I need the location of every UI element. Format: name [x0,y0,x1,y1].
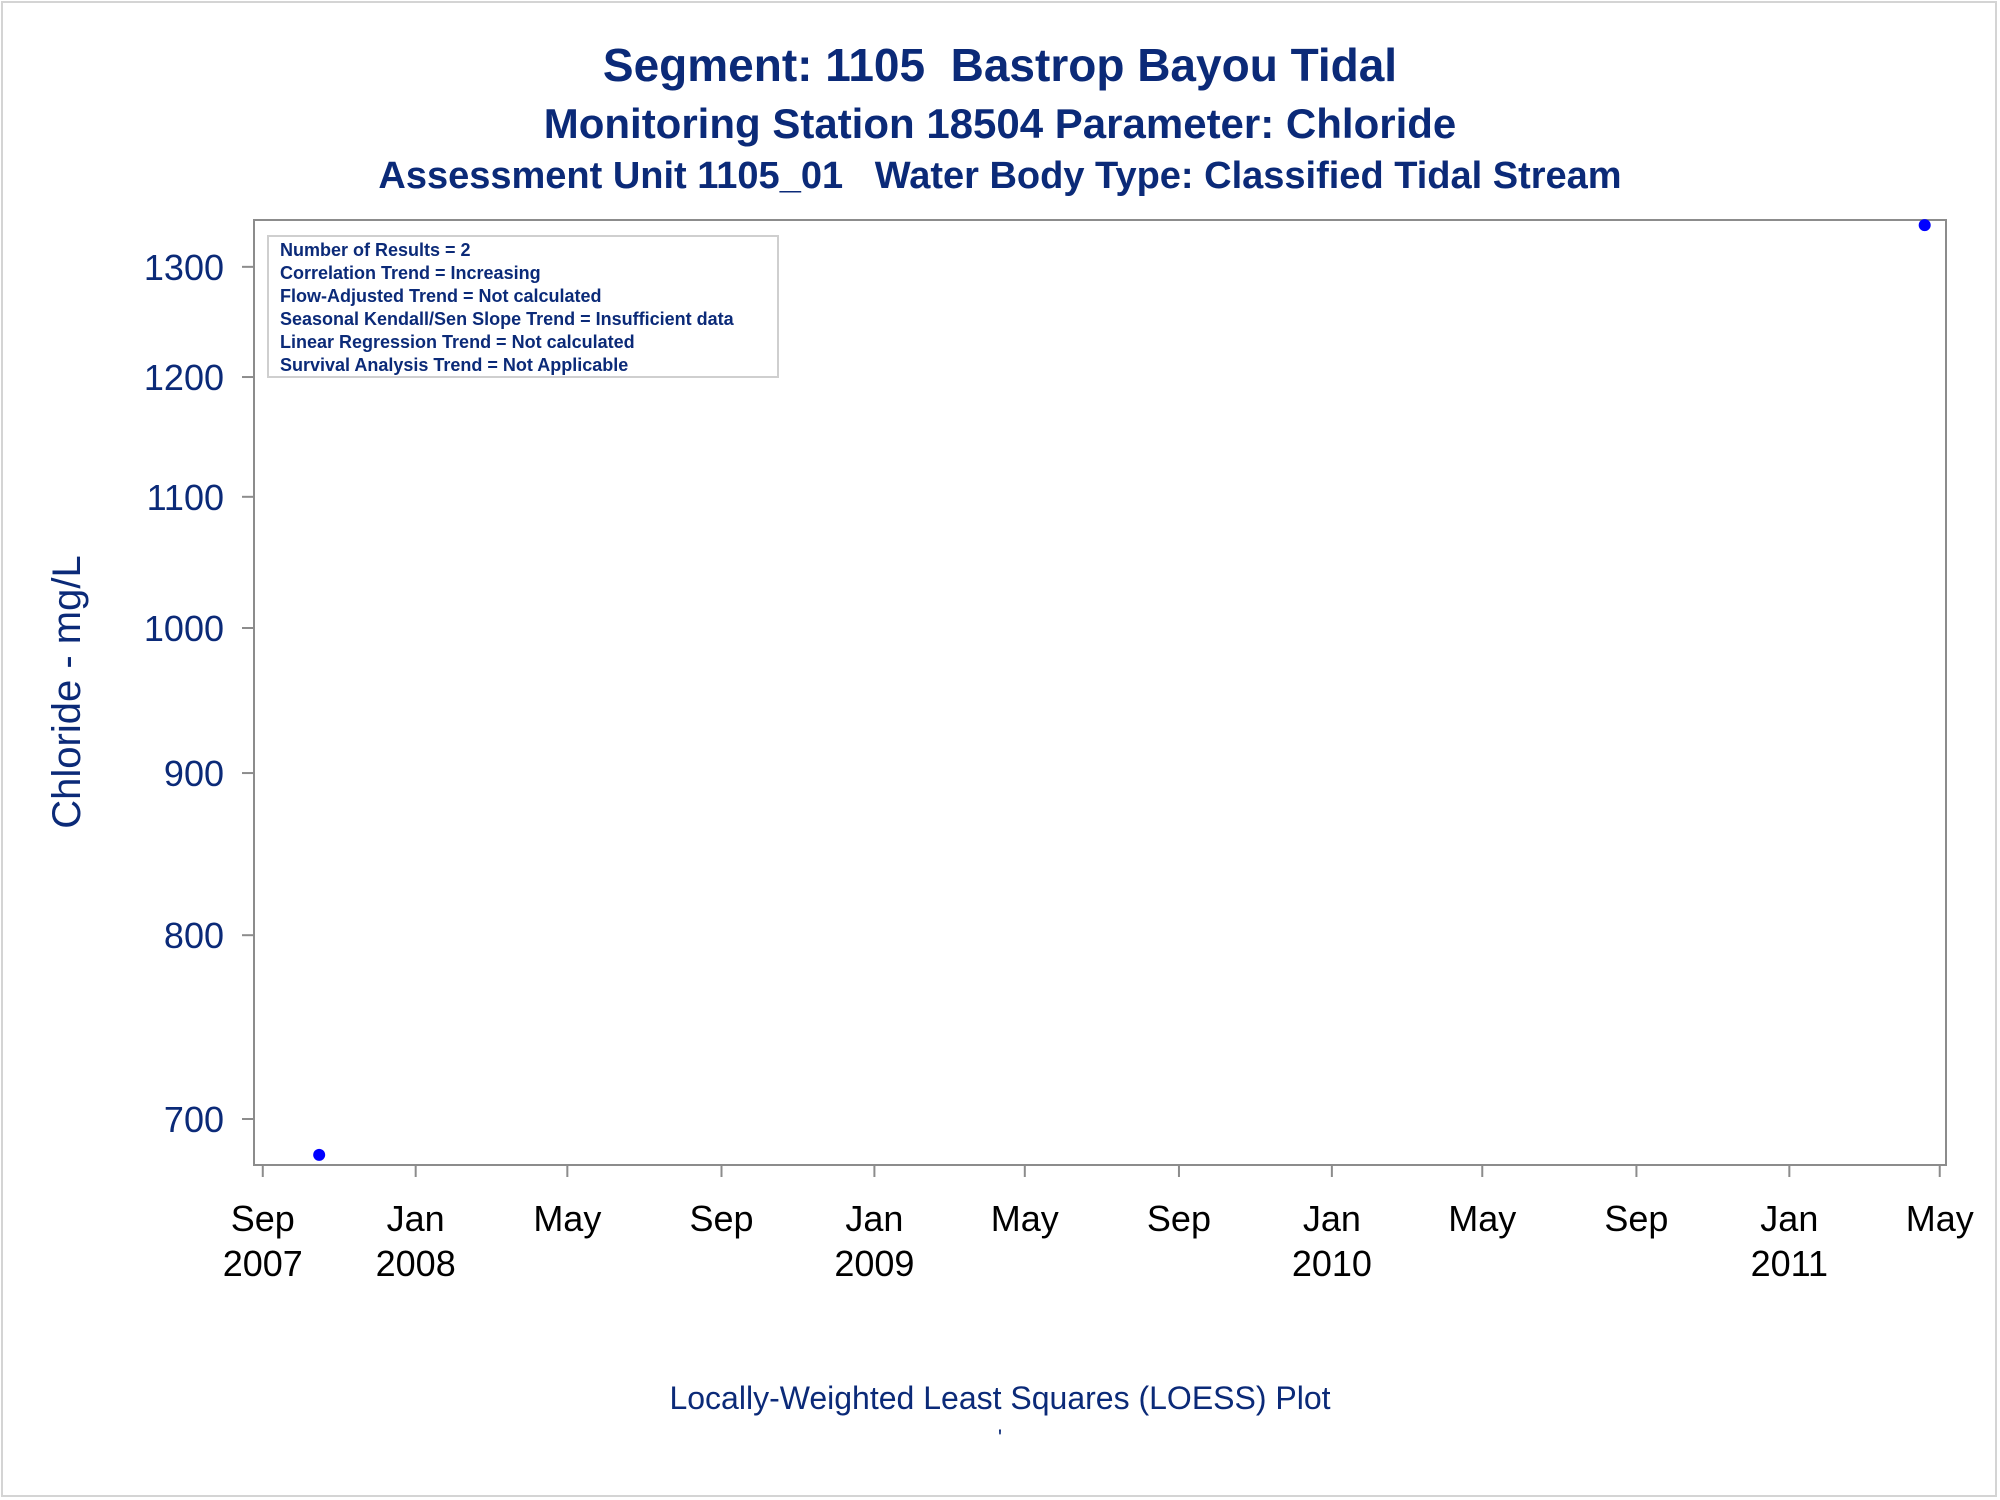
stats-line-results: Number of Results = 2 [280,240,471,260]
stats-line-flow-adjusted: Flow-Adjusted Trend = Not calculated [280,286,602,306]
x-tick-label: May [1448,1198,1516,1239]
x-tick-label: Sep [1147,1198,1211,1239]
x-tick-year-label: 2009 [834,1243,914,1284]
stats-line-seasonal-kendall: Seasonal Kendall/Sen Slope Trend = Insuf… [280,309,735,329]
chart-footnote: Locally-Weighted Least Squares (LOESS) P… [669,1380,1331,1416]
stats-line-correlation: Correlation Trend = Increasing [280,263,541,283]
x-tick-label: Sep [1604,1198,1668,1239]
y-tick-label: 1200 [144,357,224,398]
x-tick-year-label: 2010 [1292,1243,1372,1284]
x-tick-label: May [991,1198,1059,1239]
y-tick-label: 900 [164,753,224,794]
x-tick-year-label: 2011 [1751,1243,1828,1284]
stats-line-linear-regression: Linear Regression Trend = Not calculated [280,332,635,352]
x-tick-label: Sep [231,1198,295,1239]
y-axis: 700 800 900 1000 1100 1200 1300 [144,247,254,1140]
x-tick-label: Jan [1303,1198,1361,1239]
x-tick-label: May [1906,1198,1974,1239]
x-tick-label: Jan [387,1198,445,1239]
x-tick-year-label: 2008 [376,1243,456,1284]
chart-footnote-mark: ' [997,1425,1003,1450]
chart-subtitle-assessment: Assessment Unit 1105_01 Water Body Type:… [378,155,1622,197]
data-points [313,219,1931,1161]
y-axis-label: Chloride - mg/L [45,555,89,828]
data-point [313,1148,326,1161]
chart-title: Segment: 1105 Bastrop Bayou Tidal [602,39,1398,91]
data-point [1918,219,1931,232]
x-tick-label: Jan [845,1198,903,1239]
stats-box-border [267,235,779,378]
stats-box: Number of Results = 2 Correlation Trend … [267,235,779,378]
y-tick-label: 1100 [147,477,224,518]
x-tick-label: May [533,1198,601,1239]
y-tick-label: 700 [164,1099,224,1140]
y-tick-label: 1300 [144,247,224,288]
y-tick-label: 1000 [144,608,224,649]
y-tick-label: 800 [164,915,224,956]
x-tick-year-label: 2007 [223,1243,303,1284]
stats-line-survival-analysis: Survival Analysis Trend = Not Applicable [280,355,628,375]
chart-subtitle-station: Monitoring Station 18504 Parameter: Chlo… [543,100,1457,147]
x-tick-label: Sep [689,1198,753,1239]
x-tick-label: Jan [1760,1198,1818,1239]
